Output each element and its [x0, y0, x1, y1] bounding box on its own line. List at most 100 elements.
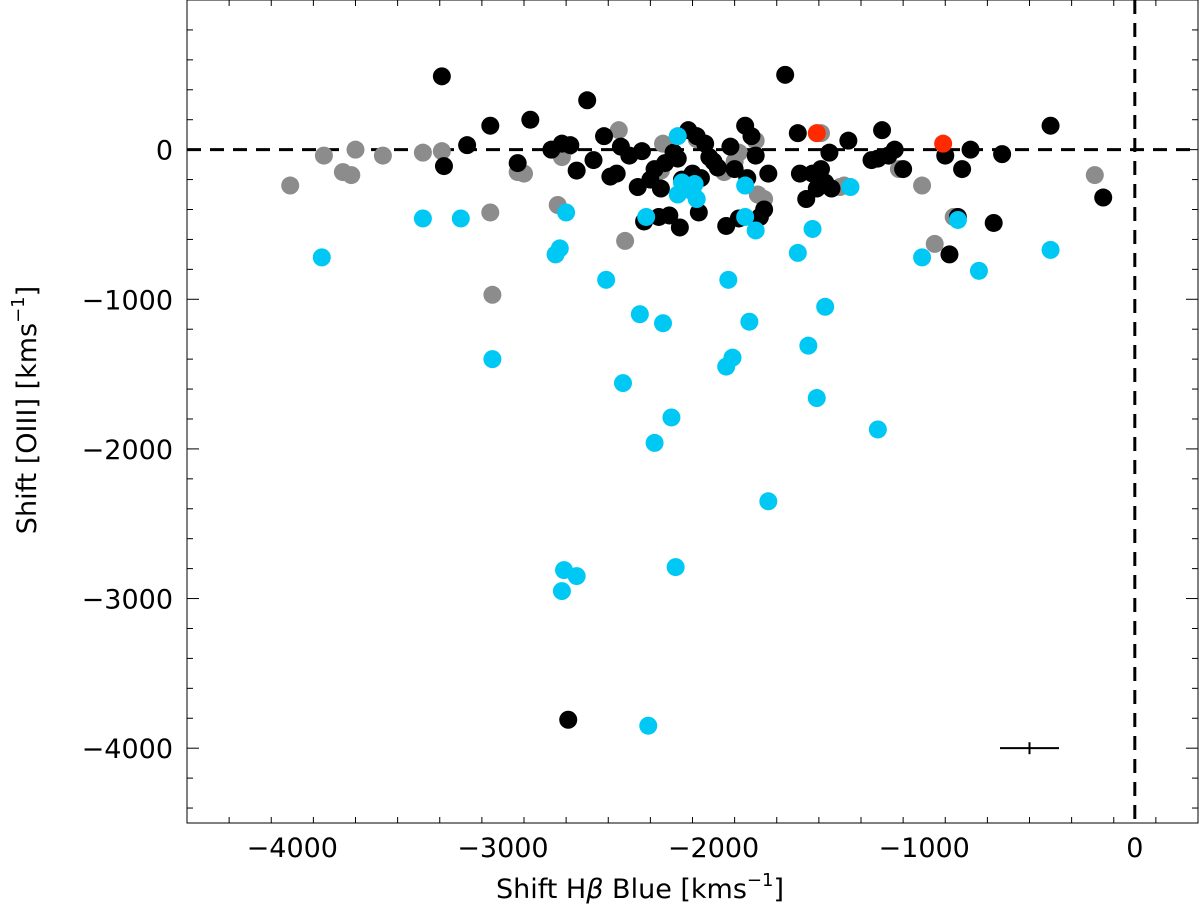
data-point — [913, 248, 932, 267]
data-point — [559, 710, 578, 729]
x-tick-label: −2000 — [668, 833, 759, 864]
data-point — [807, 389, 826, 408]
data-point — [639, 716, 658, 735]
data-point — [746, 221, 765, 240]
data-point — [788, 243, 807, 262]
y-tick-label: −3000 — [82, 585, 173, 616]
data-point — [654, 314, 673, 333]
data-point — [630, 305, 649, 324]
data-point — [736, 176, 755, 195]
data-point — [561, 136, 580, 155]
y-tick-label: −1000 — [82, 285, 173, 316]
x-tick-label: −1000 — [879, 833, 970, 864]
data-point — [708, 158, 727, 177]
data-point — [552, 582, 571, 601]
axis-ticks — [186, 0, 1199, 823]
data-point — [613, 374, 632, 393]
data-point — [651, 179, 670, 198]
y-tick-label: 0 — [156, 136, 173, 167]
y-tick-label: −2000 — [82, 435, 173, 466]
data-point — [413, 209, 432, 228]
x-axis-title-beta: β — [585, 874, 603, 905]
data-point — [934, 134, 953, 153]
data-point — [413, 143, 432, 162]
data-point — [803, 219, 822, 238]
data-point — [759, 492, 778, 511]
data-point — [839, 131, 858, 150]
data-point — [953, 160, 972, 179]
data-point — [868, 420, 887, 439]
x-axis-title-part: Blue [kms — [603, 874, 746, 905]
data-point — [616, 231, 635, 250]
data-point — [913, 176, 932, 195]
data-point — [281, 176, 300, 195]
data-point — [725, 160, 744, 179]
data-point — [807, 124, 826, 143]
y-axis-title-part: ] — [12, 286, 43, 297]
data-point — [776, 65, 795, 84]
data-point — [668, 149, 687, 168]
data-point — [755, 200, 774, 219]
data-point — [521, 110, 540, 129]
data-point — [759, 164, 778, 183]
data-point — [432, 142, 451, 161]
data-point — [609, 121, 628, 140]
x-tick-label: −4000 — [247, 833, 338, 864]
data-point — [637, 207, 656, 226]
data-point — [873, 121, 892, 140]
data-point — [822, 179, 841, 198]
data-point — [483, 350, 502, 369]
y-axis-title-exponent: −1 — [8, 296, 29, 323]
data-point — [742, 127, 761, 146]
data-point — [721, 137, 740, 156]
data-point — [820, 143, 839, 162]
data-point — [746, 146, 765, 165]
data-point — [993, 145, 1012, 164]
data-point — [508, 154, 527, 173]
data-point — [373, 146, 392, 165]
data-points — [281, 65, 1113, 735]
data-point — [342, 166, 361, 185]
data-point — [481, 203, 500, 222]
data-point — [799, 336, 818, 355]
data-point — [841, 178, 860, 197]
data-point — [948, 210, 967, 229]
x-tick-label: −3000 — [457, 833, 548, 864]
data-point — [816, 297, 835, 316]
data-point — [736, 207, 755, 226]
data-point — [451, 209, 470, 228]
data-point — [346, 140, 365, 159]
data-point — [662, 408, 681, 427]
data-point — [1041, 240, 1060, 259]
data-point — [685, 175, 704, 194]
data-point — [723, 348, 742, 367]
data-point — [1085, 166, 1104, 185]
data-point — [314, 146, 333, 165]
data-point — [687, 190, 706, 209]
data-point — [597, 270, 616, 289]
x-tick-label: 0 — [1126, 833, 1143, 864]
data-point — [790, 164, 809, 183]
data-point — [578, 91, 597, 110]
data-point — [567, 161, 586, 180]
data-point — [894, 160, 913, 179]
data-point — [788, 124, 807, 143]
x-axis-title-part: Shift H — [496, 874, 586, 905]
data-point — [595, 127, 614, 146]
x-axis-title: Shift Hβ Blue [kms−1] — [496, 870, 784, 905]
data-point — [670, 218, 689, 237]
data-point — [689, 203, 708, 222]
data-point — [434, 157, 453, 176]
data-point — [1094, 188, 1113, 207]
data-point — [557, 203, 576, 222]
x-axis-title-part: ] — [773, 874, 784, 905]
data-point — [925, 234, 944, 253]
data-point — [885, 140, 904, 159]
error-bar-marker — [1000, 742, 1059, 755]
data-point — [961, 140, 980, 159]
data-point — [607, 164, 626, 183]
data-point — [567, 567, 586, 586]
data-point — [660, 206, 679, 225]
data-point — [458, 136, 477, 155]
